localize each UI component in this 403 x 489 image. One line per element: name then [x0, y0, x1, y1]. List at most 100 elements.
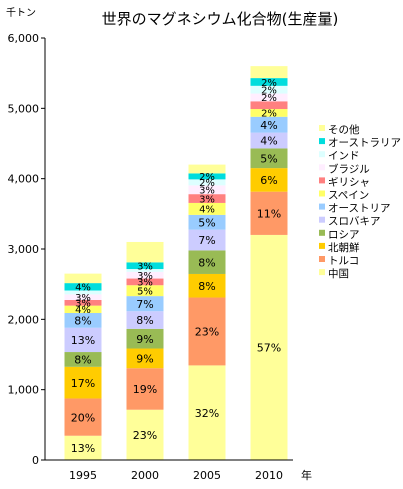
legend-swatch	[319, 242, 325, 249]
bar-segment	[250, 132, 288, 149]
bar-data-label: 13%	[71, 442, 95, 455]
y-tick-label: 5,000	[8, 102, 40, 115]
bar-segment	[250, 101, 288, 110]
bar-segment	[250, 78, 288, 86]
bar-data-label: 17%	[71, 377, 95, 390]
bar-data-label: 2%	[261, 78, 277, 89]
bars-layer	[64, 66, 288, 460]
bar-data-label: 57%	[257, 342, 281, 355]
bar-segment	[188, 365, 226, 460]
bar-data-label: 23%	[133, 429, 157, 442]
bar-segment	[64, 283, 102, 291]
bar-segment	[126, 409, 164, 460]
bar-segment	[188, 202, 226, 215]
legend-label: トルコ	[328, 255, 359, 267]
legend-swatch	[319, 256, 325, 262]
bar-segment	[64, 398, 102, 436]
y-tick-label: 2,000	[8, 313, 40, 326]
bar-segment	[64, 290, 102, 295]
bar-data-label: 13%	[71, 334, 95, 347]
bar-data-label: 7%	[136, 298, 153, 311]
legend-label: その他	[328, 123, 360, 136]
legend-label: ロシア	[328, 229, 360, 241]
bar-segment	[188, 173, 226, 180]
bar-segment	[126, 328, 164, 349]
bar-segment	[250, 85, 288, 94]
bar-segment	[64, 327, 102, 353]
bar-data-label: 5%	[260, 152, 277, 165]
bar-segment	[126, 368, 164, 410]
bar-data-label: 8%	[74, 354, 91, 367]
bar-data-label: 8%	[198, 256, 215, 269]
bar-data-label: 23%	[195, 326, 219, 339]
bar-segment	[64, 305, 102, 314]
legend-swatch	[319, 229, 325, 236]
bar-data-label: 3%	[199, 186, 215, 197]
bar-segment	[250, 109, 288, 117]
bar-segment	[126, 296, 164, 312]
bar-data-label: 5%	[137, 286, 153, 297]
y-axis-label: 千トン	[6, 7, 36, 19]
bar-segment	[188, 250, 226, 274]
legend-label: ギリシャ	[328, 176, 370, 188]
bar-data-label: 4%	[260, 119, 277, 132]
legend-swatch	[319, 190, 325, 197]
bar-data-label: 8%	[74, 315, 91, 328]
bar-data-label: 3%	[137, 271, 153, 282]
bar-segment	[64, 313, 102, 328]
bar-segment	[126, 285, 164, 297]
legend-label: ブラジル	[328, 162, 370, 175]
legend-label: スペイン	[328, 190, 369, 202]
bar-data-label: 9%	[136, 333, 153, 346]
bar-segment	[188, 179, 226, 186]
y-tick-label: 4,000	[8, 173, 40, 186]
bar-segment	[250, 168, 288, 192]
bar-segment	[250, 93, 288, 102]
bar-data-label: 3%	[75, 293, 91, 304]
chart-title: 世界のマグネシウム化合物(生産量)	[102, 10, 339, 28]
bar-data-label: 4%	[75, 283, 91, 294]
bar-segment	[64, 352, 102, 367]
bar-data-label: 3%	[137, 262, 153, 273]
bar-segment	[250, 116, 288, 133]
bar-data-label: 32%	[195, 407, 219, 420]
bar-segment	[64, 299, 102, 306]
x-tick-label: 1995	[69, 469, 97, 482]
bar-segment	[126, 262, 164, 270]
legend-swatch	[319, 177, 325, 184]
bar-segment	[250, 234, 288, 460]
legend: その他オーストラリアインドブラジルギリシャスペインオーストリアスロバキアロシア北…	[319, 123, 401, 280]
bar-data-label: 8%	[136, 314, 153, 327]
bar-segment	[64, 273, 102, 284]
x-tick-label: 2010	[255, 469, 283, 482]
bar-data-label: 5%	[198, 216, 215, 229]
bar-segment	[188, 194, 226, 203]
legend-swatch	[319, 164, 325, 171]
y-tick-label: 6,000	[8, 32, 40, 45]
bar-segment	[250, 191, 288, 235]
x-axis-label: 年	[301, 468, 312, 482]
bar-segment	[188, 214, 226, 230]
bar-segment	[126, 348, 164, 369]
bar-segment	[188, 297, 226, 366]
bar-data-label: 2%	[199, 172, 215, 183]
legend-label: 中国	[328, 267, 349, 280]
bar-data-label: 2%	[261, 93, 277, 104]
bar-segment	[64, 435, 102, 460]
bar-data-label: 19%	[133, 383, 157, 396]
bar-data-label: 11%	[257, 207, 281, 220]
bar-data-label: 7%	[198, 234, 215, 247]
legend-label: インド	[328, 150, 360, 162]
bar-data-label: 20%	[71, 411, 95, 424]
bar-data-label: 8%	[198, 280, 215, 293]
x-tick-label: 2000	[131, 469, 159, 482]
bar-segment	[250, 66, 288, 79]
bar-data-label: 2%	[261, 85, 277, 96]
x-tick-label: 2005	[193, 469, 221, 482]
legend-label: オーストリア	[328, 203, 390, 215]
bar-data-label: 4%	[75, 305, 91, 316]
legend-swatch	[319, 151, 325, 158]
legend-swatch	[319, 125, 325, 131]
bar-segment	[64, 366, 102, 399]
